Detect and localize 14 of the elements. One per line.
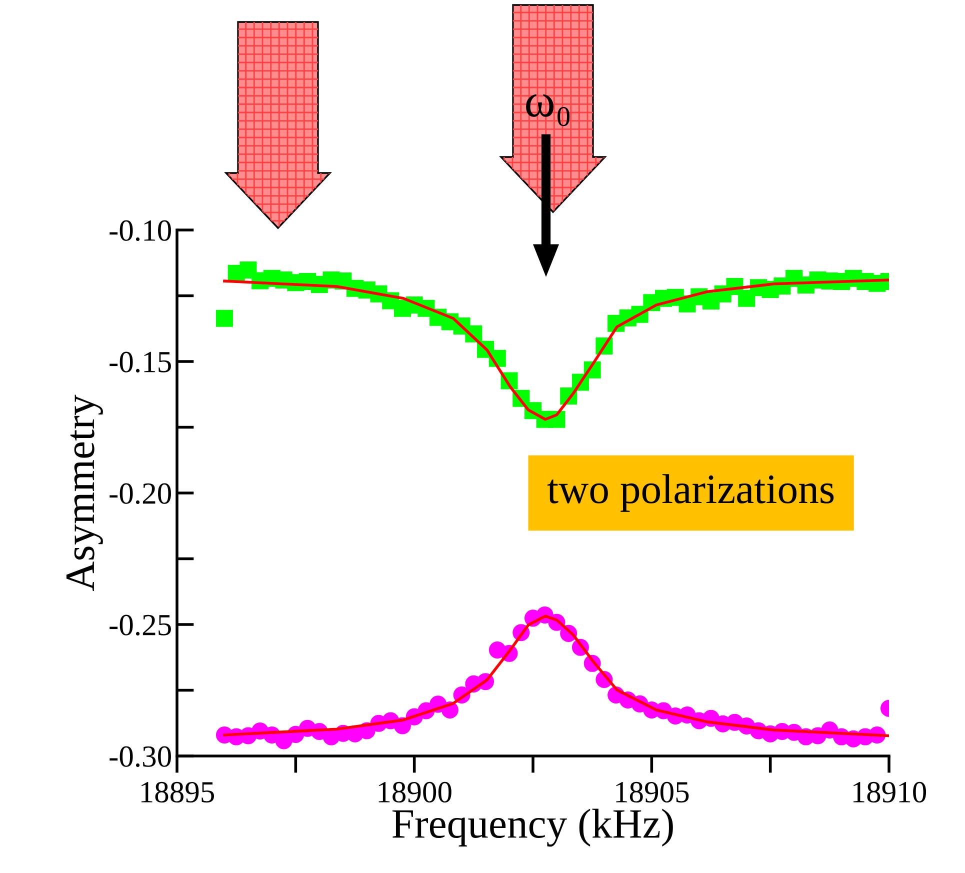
x-tick-label: 18900 [378,782,452,803]
x-tick-label: 18910 [853,782,926,803]
y-tick-label: -0.15 [110,352,171,373]
point [216,310,233,327]
x-tick-label: 18895 [141,782,214,803]
y-axis-title: Asymmetry [66,394,103,591]
y-tick-label: -0.20 [110,483,171,504]
text: ω₀ [526,94,570,126]
annotation: two polarizations [547,474,834,512]
y-tick-label: -0.25 [110,614,171,636]
y-tick-label: -0.30 [110,746,171,768]
y-tick-label: -0.10 [110,220,171,242]
x-tick-label: 18905 [616,782,689,803]
x-axis-title: Frequency (kHz) [392,808,673,847]
